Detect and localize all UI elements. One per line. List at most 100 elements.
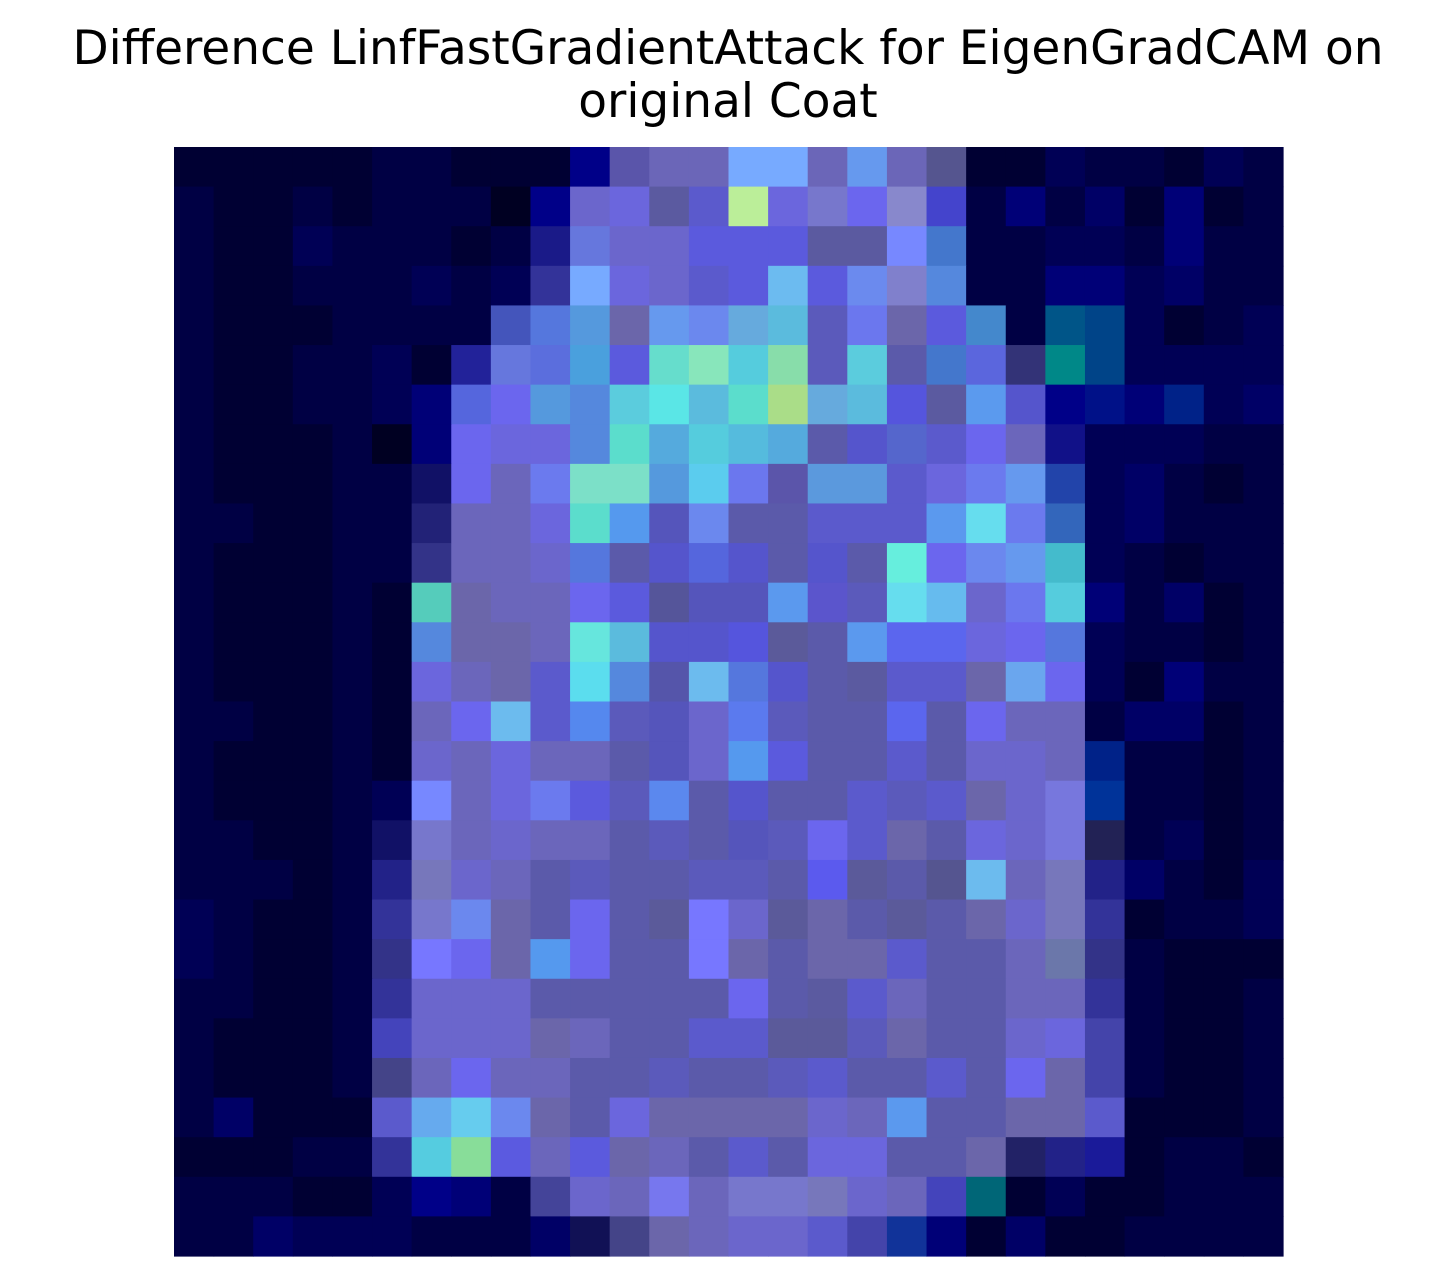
heatmap-cell: [926, 899, 967, 940]
heatmap-cell: [1005, 859, 1046, 901]
heatmap-cell: [1084, 543, 1126, 584]
heatmap-cell: [847, 503, 888, 544]
heatmap-cell: [1124, 147, 1165, 188]
heatmap-cell: [1005, 899, 1046, 940]
heatmap-cell: [174, 661, 215, 703]
heatmap-cell: [886, 1018, 928, 1059]
heatmap-cell: [411, 1057, 452, 1099]
heatmap-cell: [768, 1018, 809, 1059]
heatmap-cell: [213, 305, 254, 346]
heatmap-cell: [1124, 186, 1165, 227]
heatmap-cell: [1005, 1216, 1046, 1257]
heatmap-cell: [292, 345, 334, 386]
heatmap-cell: [1203, 899, 1244, 940]
heatmap-cell: [728, 345, 769, 386]
heatmap-cell: [253, 1097, 294, 1138]
heatmap-cell: [253, 701, 294, 742]
heatmap-cell: [292, 1018, 334, 1059]
heatmap-cell: [649, 384, 690, 425]
heatmap-cell: [451, 543, 492, 584]
heatmap-cell: [688, 424, 730, 465]
heatmap-cell: [1045, 899, 1086, 940]
heatmap-cell: [1005, 1097, 1046, 1138]
heatmap-cell: [1124, 305, 1165, 346]
heatmap-cell: [1164, 978, 1205, 1019]
heatmap-cell: [1045, 622, 1086, 663]
heatmap-cell: [253, 661, 294, 703]
heatmap-cell: [847, 147, 888, 188]
heatmap-cell: [1005, 741, 1046, 782]
heatmap-cell: [807, 978, 848, 1019]
heatmap-cell: [213, 1216, 254, 1257]
heatmap-cell: [292, 1057, 334, 1099]
heatmap-cell: [926, 1057, 967, 1099]
heatmap-cell: [1124, 741, 1165, 782]
heatmap-cell: [609, 582, 650, 623]
heatmap-cell: [886, 1216, 928, 1257]
heatmap-cell: [1084, 820, 1126, 861]
heatmap-cell: [1164, 226, 1205, 267]
heatmap-cell: [253, 939, 294, 980]
heatmap-cell: [490, 226, 532, 267]
heatmap-cell: [649, 503, 690, 544]
heatmap-cell: [886, 1176, 928, 1217]
heatmap-cell: [372, 503, 413, 544]
heatmap-cell: [174, 780, 215, 821]
heatmap-cell: [253, 1137, 294, 1178]
heatmap-cell: [451, 265, 492, 307]
heatmap-cell: [728, 622, 769, 663]
heatmap-cell: [807, 741, 848, 782]
chart-title: Difference LinfFastGradientAttack for Ei…: [0, 22, 1456, 128]
heatmap-cell: [926, 345, 967, 386]
heatmap-cell: [807, 820, 848, 861]
heatmap-cell: [1243, 186, 1284, 227]
heatmap-cell: [411, 780, 452, 821]
heatmap-cell: [1045, 1176, 1086, 1217]
heatmap-cell: [1203, 1057, 1244, 1099]
heatmap-cell: [530, 780, 571, 821]
heatmap-cell: [372, 384, 413, 425]
heatmap-cell: [372, 265, 413, 307]
heatmap-cell: [847, 820, 888, 861]
heatmap-cell: [451, 1018, 492, 1059]
heatmap-cell: [649, 859, 690, 901]
heatmap-cell: [768, 1216, 809, 1257]
heatmap-cell: [292, 701, 334, 742]
heatmap-cell: [1005, 978, 1046, 1019]
heatmap-cell: [570, 345, 611, 386]
heatmap-cell: [609, 1176, 650, 1217]
heatmap-cell: [570, 384, 611, 425]
heatmap-cell: [1243, 978, 1284, 1019]
heatmap-cell: [609, 503, 650, 544]
heatmap-cell: [649, 345, 690, 386]
heatmap-cell: [847, 899, 888, 940]
heatmap-cell: [451, 147, 492, 188]
heatmap-cell: [213, 226, 254, 267]
heatmap-cell: [292, 424, 334, 465]
heatmap-cell: [886, 186, 928, 227]
heatmap-cell: [807, 701, 848, 742]
heatmap-cell: [372, 1137, 413, 1178]
heatmap-cell: [292, 899, 334, 940]
heatmap-cell: [1124, 899, 1165, 940]
heatmap-cell: [728, 899, 769, 940]
heatmap-cell: [1243, 1216, 1284, 1257]
heatmap-cell: [451, 424, 492, 465]
heatmap-cell: [688, 820, 730, 861]
heatmap-cell: [926, 463, 967, 505]
heatmap-cell: [1164, 622, 1205, 663]
heatmap-cell: [926, 384, 967, 425]
heatmap-cell: [1045, 780, 1086, 821]
heatmap-cell: [530, 186, 571, 227]
heatmap-cell: [926, 859, 967, 901]
heatmap-cell: [1045, 582, 1086, 623]
heatmap-cell: [1203, 622, 1244, 663]
heatmap-cell: [411, 978, 452, 1019]
heatmap-cell: [1084, 384, 1126, 425]
heatmap-cell: [807, 147, 848, 188]
heatmap-cell: [1005, 265, 1046, 307]
heatmap-cell: [332, 186, 373, 227]
heatmap-cell: [926, 265, 967, 307]
heatmap-cell: [728, 384, 769, 425]
heatmap-cell: [332, 939, 373, 980]
